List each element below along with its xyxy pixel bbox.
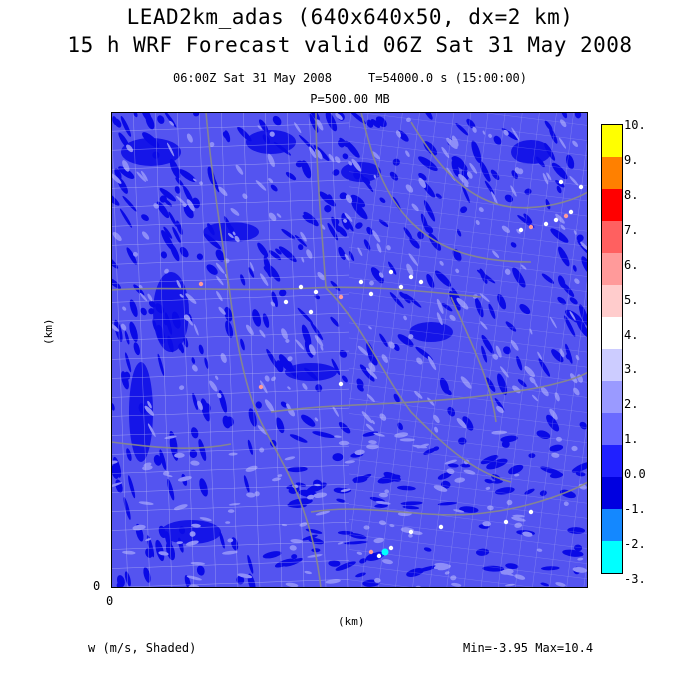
updraft-cell xyxy=(198,281,204,287)
colorbar-label: 5. xyxy=(624,292,639,307)
colorbar-label: 4. xyxy=(624,327,639,342)
colorbar-box xyxy=(602,285,622,317)
colorbar-box xyxy=(602,509,622,541)
updraft-cell xyxy=(308,309,314,315)
updraft-cell xyxy=(338,294,344,300)
colorbar-box xyxy=(602,445,622,477)
pressure-level-subtitle: P=500.00 MB xyxy=(310,92,390,106)
updraft-cell xyxy=(528,509,534,515)
updraft-cell xyxy=(563,213,569,219)
updraft-cell xyxy=(408,529,414,535)
updraft-cell xyxy=(553,217,559,223)
colorbar-label: -1. xyxy=(624,502,646,517)
updraft-cell xyxy=(398,284,404,290)
colorbar-box xyxy=(602,381,622,413)
colorbar-label: -3. xyxy=(624,572,646,586)
updraft-cell xyxy=(258,384,264,390)
updraft-cell xyxy=(388,545,394,551)
x-axis-label: (km) xyxy=(338,615,365,628)
colorbar-box xyxy=(602,221,622,253)
colorbar-label: 8. xyxy=(624,187,639,202)
time-subtitle: 06:00Z Sat 31 May 2008 T=54000.0 s (15:0… xyxy=(172,71,527,85)
updraft-cell xyxy=(518,227,524,233)
colorbar-box xyxy=(602,189,622,221)
colorbar-label: 1. xyxy=(624,432,639,447)
colorbar-label: -2. xyxy=(624,537,646,552)
colorbar-box xyxy=(602,125,622,157)
colorbar-box xyxy=(602,157,622,189)
colorbar-label: 0.0 xyxy=(624,467,646,482)
updraft-cell xyxy=(368,291,374,297)
updraft-cell xyxy=(418,279,424,285)
map-frame xyxy=(111,112,588,588)
colorbar-box xyxy=(602,317,622,349)
colorbar-box xyxy=(602,349,622,381)
min-max-label: Min=-3.95 Max=10.4 xyxy=(463,641,594,655)
x-origin-tick: 0 xyxy=(106,594,114,608)
colorbar-label: 2. xyxy=(624,397,639,412)
updraft-cell xyxy=(283,299,289,305)
updraft-cell xyxy=(376,553,382,559)
updraft-cell xyxy=(558,179,564,185)
colorbar-label: 9. xyxy=(624,152,639,167)
updraft-hotspots xyxy=(198,179,584,559)
updraft-cell xyxy=(298,284,304,290)
colorbar-label: 3. xyxy=(624,362,639,377)
y-axis-label: (km) xyxy=(42,318,55,346)
updraft-cell xyxy=(408,274,414,280)
updraft-cell xyxy=(338,381,344,387)
updraft-cell xyxy=(528,224,534,230)
colorbar-label: 10. xyxy=(624,118,646,132)
y-origin-tick: 0 xyxy=(93,579,101,593)
updraft-cell xyxy=(381,548,389,556)
updraft-cell xyxy=(503,519,509,525)
vertical-velocity-map xyxy=(111,112,588,588)
title-line-1: LEAD2km_adas (640x640x50, dx=2 km) xyxy=(126,5,574,29)
updraft-cell xyxy=(368,549,374,555)
colorbar-label: 7. xyxy=(624,222,639,237)
colorbar-box xyxy=(602,477,622,509)
colorbar xyxy=(601,124,623,574)
updraft-cell xyxy=(543,221,549,227)
colorbar-box xyxy=(602,541,622,573)
colorbar-box xyxy=(602,253,622,285)
colorbar-label: 6. xyxy=(624,257,639,272)
updraft-cell xyxy=(358,279,364,285)
county-boundaries-west xyxy=(111,112,349,588)
updraft-cell xyxy=(578,184,584,190)
updraft-cell xyxy=(438,524,444,530)
updraft-cell xyxy=(568,209,574,215)
state-boundaries xyxy=(111,112,588,588)
colorbar-box xyxy=(602,413,622,445)
field-label: w (m/s, Shaded) xyxy=(88,641,197,655)
updraft-cell xyxy=(313,289,319,295)
updraft-cell xyxy=(388,269,394,275)
title-line-2: 15 h WRF Forecast valid 06Z Sat 31 May 2… xyxy=(67,33,633,57)
